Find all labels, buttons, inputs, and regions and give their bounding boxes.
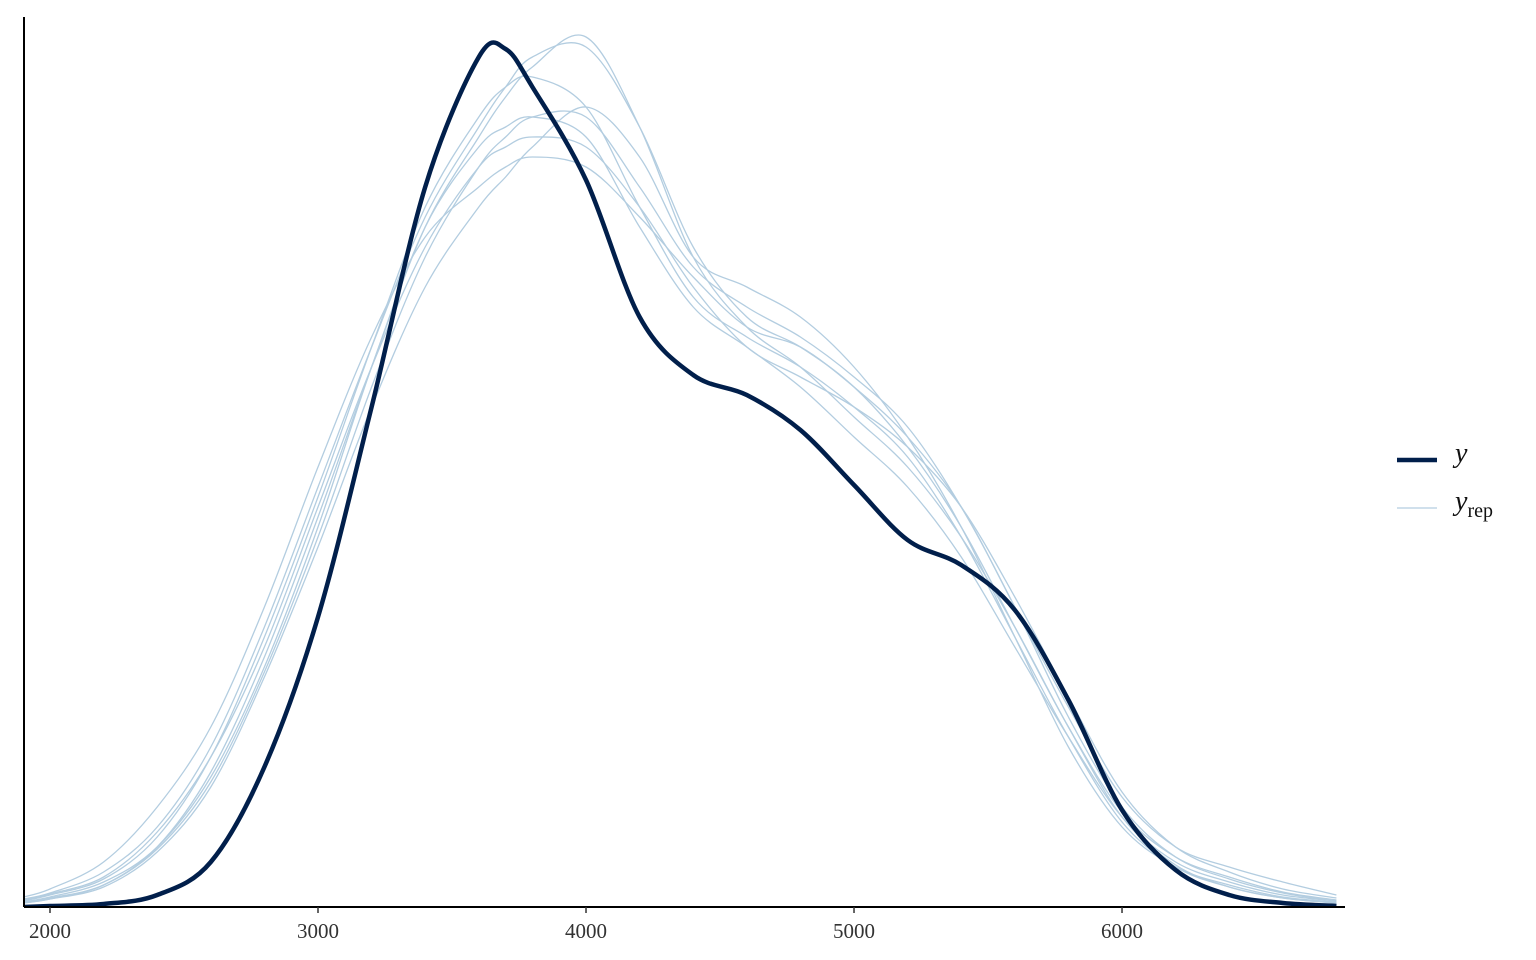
legend-name: y	[1452, 438, 1468, 469]
yrep-curve	[24, 75, 1337, 904]
yrep-curve	[24, 136, 1337, 901]
y-curve	[24, 40, 1337, 908]
x-tick-label: 2000	[29, 919, 71, 943]
x-tick-label: 6000	[1101, 919, 1143, 943]
legend-subscript: rep	[1467, 500, 1493, 522]
yrep-curve	[24, 110, 1337, 903]
plot-area	[24, 34, 1337, 908]
legend-label: y	[1452, 438, 1468, 469]
yrep-curve	[24, 34, 1337, 904]
legend-name: y	[1452, 486, 1468, 517]
yrep-curve	[24, 106, 1337, 904]
x-tick-label: 4000	[565, 919, 607, 943]
legend-label: yrep	[1452, 486, 1493, 521]
x-tick-label: 3000	[297, 919, 339, 943]
x-tick-label: 5000	[833, 919, 875, 943]
